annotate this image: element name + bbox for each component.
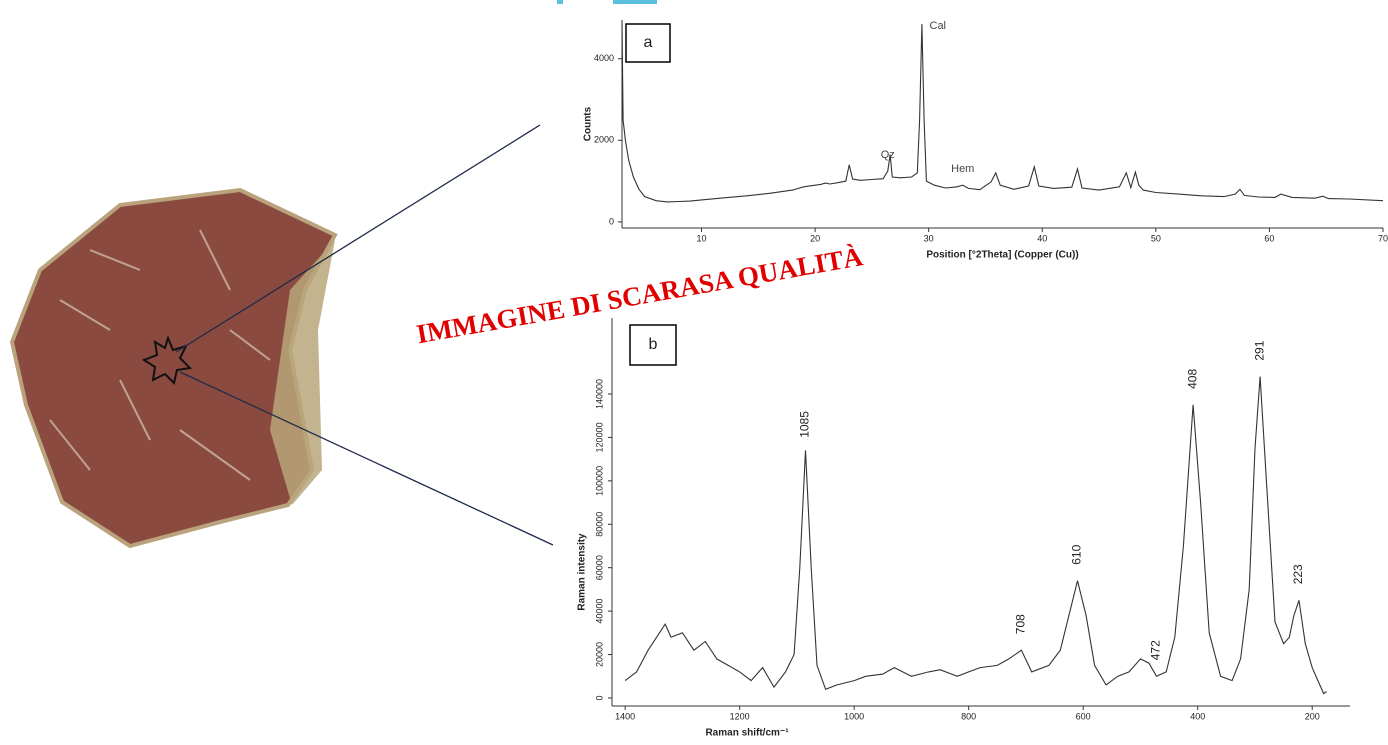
peak-label: 1085	[798, 411, 812, 438]
panel-label: a	[644, 34, 653, 51]
y-axis-title: Raman intensity	[577, 533, 588, 611]
peak-annotation: Qz	[881, 149, 895, 161]
y-axis-title: Counts	[583, 106, 594, 141]
data-line	[621, 21, 1384, 203]
x-tick-label: 1400	[615, 711, 635, 721]
y-tick-label: 100000	[594, 466, 604, 496]
x-tick-label: 1200	[730, 711, 750, 721]
peak-label: 223	[1291, 564, 1305, 584]
panel-box	[629, 324, 677, 366]
x-tick-label: 60	[1264, 233, 1274, 243]
fragment	[613, 0, 657, 4]
x-tick-label: 10	[696, 233, 706, 243]
x-tick-label: 70	[1378, 233, 1388, 243]
peak-label: 408	[1185, 369, 1199, 389]
panel-label: b	[649, 336, 658, 353]
y-tick-label: 140000	[594, 379, 604, 409]
x-tick-label: 800	[961, 711, 976, 721]
peak-annotation: Cal	[930, 20, 947, 32]
y-tick-label: 60000	[594, 555, 604, 580]
y-tick-label: 20000	[594, 642, 604, 667]
y-tick-label: 80000	[594, 512, 604, 537]
peak-label: 610	[1070, 544, 1084, 564]
x-axis-title: Position [°2Theta] (Copper (Cu))	[926, 250, 1078, 261]
x-tick-label: 200	[1305, 711, 1320, 721]
x-tick-label: 50	[1151, 233, 1161, 243]
x-tick-label: 600	[1076, 711, 1091, 721]
y-tick-label: 0	[594, 695, 604, 700]
fragment	[557, 0, 563, 4]
x-tick-label: 20	[810, 233, 820, 243]
y-tick-label: 4000	[594, 53, 614, 63]
peak-label: 291	[1252, 340, 1266, 360]
y-tick-label: 120000	[594, 422, 604, 452]
peak-label: 472	[1149, 640, 1163, 660]
data-line	[624, 376, 1327, 695]
rock-photo	[9, 124, 554, 549]
y-tick-label: 40000	[594, 599, 604, 624]
x-tick-label: 400	[1190, 711, 1205, 721]
peak-label: 708	[1014, 614, 1028, 634]
y-tick-label: 2000	[594, 135, 614, 145]
peak-annotation: Hem	[951, 163, 974, 175]
panel-box	[625, 23, 671, 63]
x-axis-title: Raman shift/cm⁻¹	[705, 728, 789, 739]
x-tick-label: 30	[924, 233, 934, 243]
x-tick-label: 1000	[844, 711, 864, 721]
y-tick-label: 0	[609, 216, 614, 226]
x-tick-label: 40	[1037, 233, 1047, 243]
